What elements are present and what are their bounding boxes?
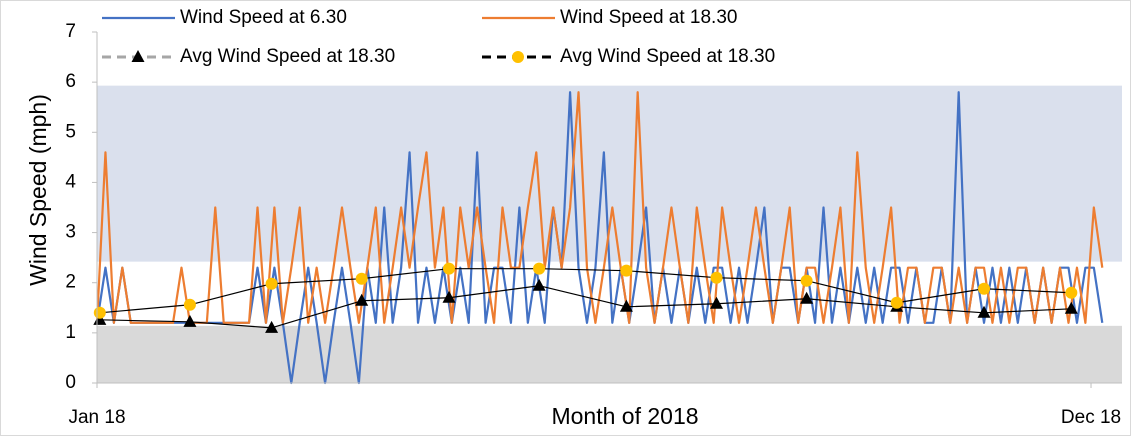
- band: [97, 325, 1122, 383]
- legend-label: Avg Wind Speed at 18.30: [560, 46, 775, 67]
- marker: [442, 290, 456, 303]
- legend-label: Wind Speed at 6.30: [180, 7, 347, 28]
- x-tick-label: Jan 18: [68, 407, 125, 428]
- y-tick-label: 0: [65, 372, 76, 393]
- y-tick-label: 1: [65, 322, 76, 343]
- marker: [710, 296, 724, 309]
- marker: [978, 282, 991, 295]
- y-tick-label: 3: [65, 222, 76, 243]
- marker: [533, 262, 546, 275]
- y-tick-label: 6: [65, 71, 76, 92]
- marker: [93, 306, 106, 319]
- legend-marker: [131, 50, 145, 62]
- x-axis-label: Month of 2018: [551, 403, 698, 429]
- marker: [977, 305, 991, 318]
- marker: [355, 272, 368, 285]
- y-tick-label: 2: [65, 272, 76, 293]
- legend-marker: [512, 51, 524, 63]
- series-line: [99, 285, 1072, 329]
- marker: [183, 298, 196, 311]
- marker: [620, 264, 633, 277]
- marker: [619, 299, 633, 312]
- marker: [265, 277, 278, 290]
- x-tick-label: Dec 18: [1061, 407, 1121, 428]
- marker: [710, 271, 723, 284]
- y-axis-label: Wind Speed (mph): [25, 94, 51, 286]
- marker: [890, 296, 903, 309]
- series-line: [99, 268, 1072, 314]
- y-tick-label: 7: [65, 21, 76, 42]
- y-tick-label: 4: [65, 171, 76, 192]
- series-line: [95, 91, 1104, 324]
- marker: [1065, 286, 1078, 299]
- marker: [800, 274, 813, 287]
- legend-label: Wind Speed at 18.30: [560, 7, 737, 28]
- marker: [442, 262, 455, 275]
- marker: [355, 293, 369, 306]
- marker: [800, 291, 814, 304]
- y-tick-label: 5: [65, 121, 76, 142]
- marker: [265, 320, 279, 333]
- marker: [183, 314, 197, 327]
- legend-label: Avg Wind Speed at 18.30: [180, 46, 395, 67]
- marker: [532, 278, 546, 291]
- marker: [1064, 301, 1078, 314]
